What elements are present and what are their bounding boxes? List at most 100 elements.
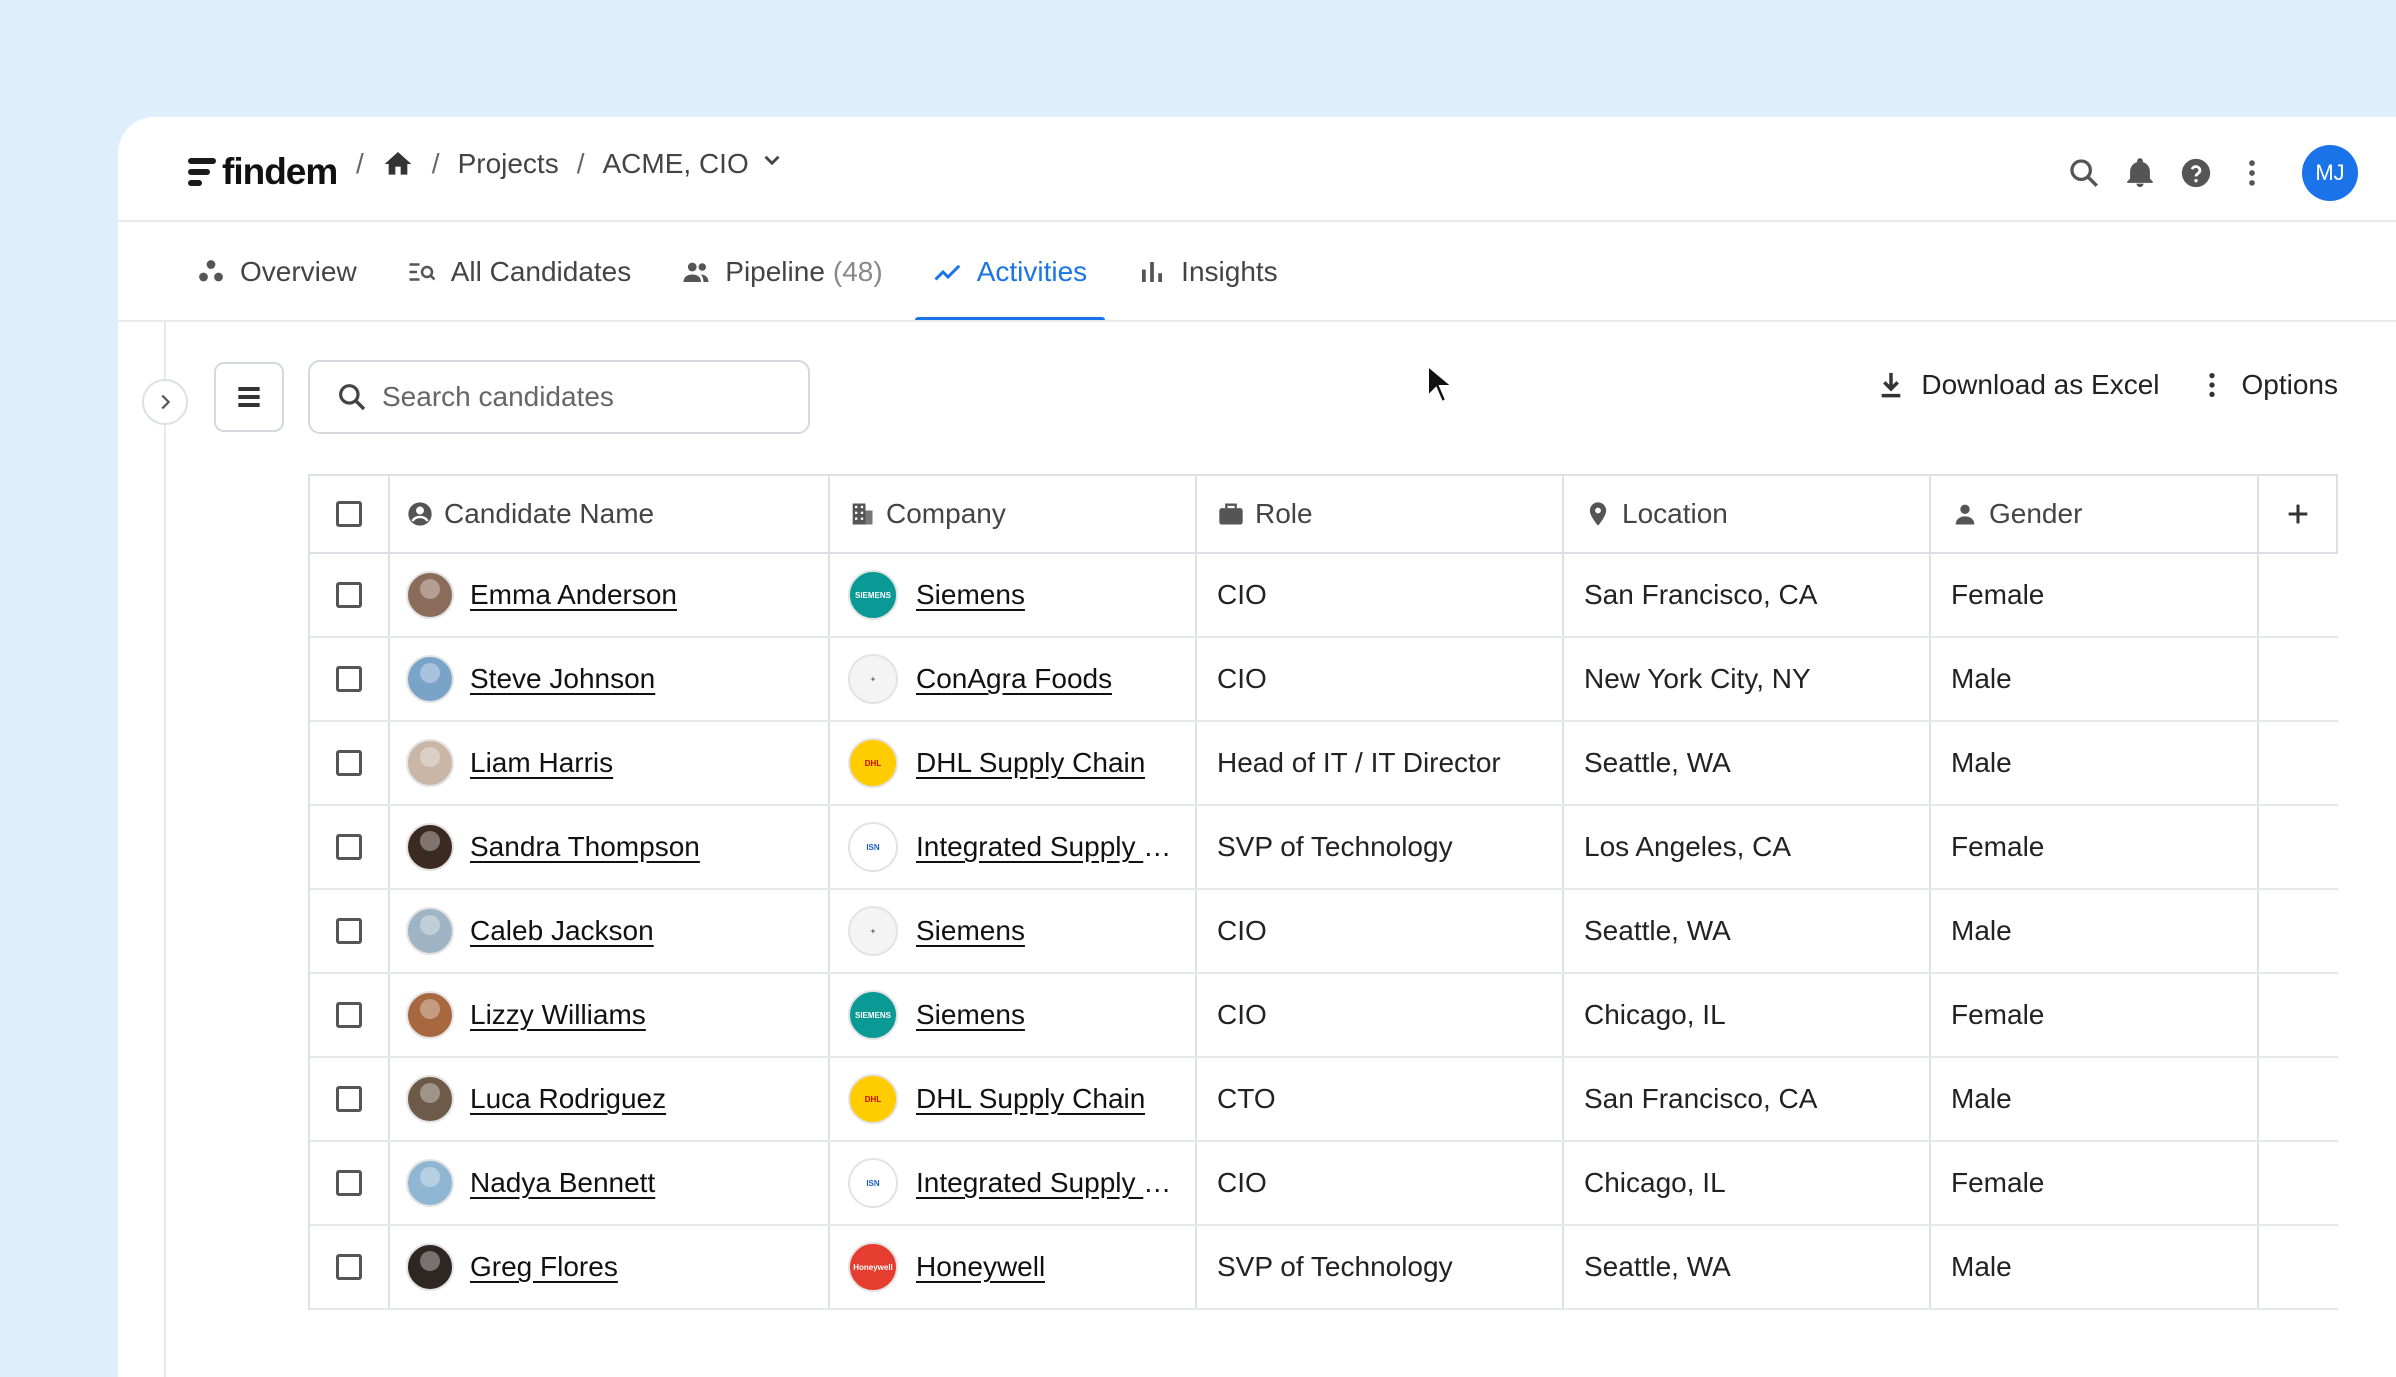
help-icon[interactable]: [2176, 153, 2216, 193]
conagra-logo-icon: ✦: [848, 654, 898, 704]
table-row[interactable]: Sandra Thompson ISN Integrated Supply N.…: [310, 806, 2338, 890]
candidate-name-link[interactable]: Liam Harris: [470, 747, 614, 778]
company-cell: DHL DHL Supply Chain: [830, 1058, 1197, 1140]
row-spacer-cell: [2259, 1142, 2338, 1224]
app-window: findem / / Projects / ACME, CIO: [118, 117, 2396, 1377]
columns-menu-button[interactable]: [214, 362, 284, 432]
chevron-down-icon[interactable]: [759, 147, 785, 180]
location-cell: San Francisco, CA: [1564, 1058, 1931, 1140]
table-row[interactable]: Caleb Jackson ✦ Siemens CIO Seattle, WA …: [310, 890, 2338, 974]
candidate-avatar: [406, 1075, 454, 1123]
siemens-logo-icon: SIEMENS: [848, 990, 898, 1040]
row-select-cell: [310, 638, 390, 720]
row-checkbox[interactable]: [336, 582, 362, 608]
row-checkbox[interactable]: [336, 666, 362, 692]
location-cell: Seattle, WA: [1564, 722, 1931, 804]
gender-cell: Male: [1931, 638, 2259, 720]
options-button[interactable]: Options: [2196, 369, 2338, 401]
row-checkbox[interactable]: [336, 918, 362, 944]
row-checkbox[interactable]: [336, 1002, 362, 1028]
row-spacer-cell: [2259, 722, 2338, 804]
company-cell: ✦ ConAgra Foods: [830, 638, 1197, 720]
table-row[interactable]: Liam Harris DHL DHL Supply Chain Head of…: [310, 722, 2338, 806]
role-cell: CIO: [1197, 554, 1564, 636]
tab-label: Overview: [240, 256, 357, 287]
row-checkbox[interactable]: [336, 1086, 362, 1112]
row-checkbox[interactable]: [336, 1254, 362, 1280]
isn-logo-icon: ISN: [848, 822, 898, 872]
company-link[interactable]: Integrated Supply N...: [916, 831, 1186, 862]
tab-overview[interactable]: Overview: [178, 222, 375, 322]
row-checkbox[interactable]: [336, 834, 362, 860]
row-select-cell: [310, 1226, 390, 1308]
candidate-name-cell: Steve Johnson: [390, 638, 830, 720]
candidate-name-link[interactable]: Steve Johnson: [470, 663, 656, 694]
row-checkbox[interactable]: [336, 750, 362, 776]
candidate-name-link[interactable]: Caleb Jackson: [470, 915, 654, 946]
table-row[interactable]: Lizzy Williams SIEMENS Siemens CIO Chica…: [310, 974, 2338, 1058]
table-row[interactable]: Luca Rodriguez DHL DHL Supply Chain CTO …: [310, 1058, 2338, 1142]
role-cell: CIO: [1197, 1142, 1564, 1224]
header-candidate-name[interactable]: Candidate Name: [390, 476, 830, 552]
company-link[interactable]: Siemens: [916, 999, 1025, 1030]
select-all-checkbox[interactable]: [336, 501, 362, 527]
search-input[interactable]: [382, 381, 782, 413]
location-cell: Seattle, WA: [1564, 1226, 1931, 1308]
home-icon[interactable]: [382, 148, 414, 180]
table-row[interactable]: Nadya Bennett ISN Integrated Supply N...…: [310, 1142, 2338, 1226]
company-cell: Honeywell Honeywell: [830, 1226, 1197, 1308]
people-group-icon: [199, 260, 223, 282]
more-vertical-icon[interactable]: [2232, 153, 2272, 193]
candidate-name-cell: Caleb Jackson: [390, 890, 830, 972]
header-gender[interactable]: Gender: [1931, 476, 2259, 552]
add-column-button[interactable]: [2259, 476, 2338, 552]
findem-logo[interactable]: findem: [188, 151, 338, 193]
expand-sidebar-button[interactable]: [142, 379, 188, 425]
company-link[interactable]: Honeywell: [916, 1251, 1046, 1282]
tab-insights[interactable]: Insights: [1119, 222, 1296, 322]
company-link[interactable]: Siemens: [916, 579, 1025, 610]
header-label: Role: [1255, 498, 1313, 529]
candidate-name-cell: Liam Harris: [390, 722, 830, 804]
tab-activities[interactable]: Activities: [914, 222, 1106, 322]
company-cell: DHL DHL Supply Chain: [830, 722, 1197, 804]
candidate-name-link[interactable]: Luca Rodriguez: [470, 1083, 667, 1114]
candidate-name-link[interactable]: Lizzy Williams: [470, 999, 646, 1030]
people-icon: [683, 262, 709, 282]
bell-icon[interactable]: [2120, 153, 2160, 193]
search-box[interactable]: [308, 360, 810, 434]
table-row[interactable]: Steve Johnson ✦ ConAgra Foods CIO New Yo…: [310, 638, 2338, 722]
candidate-name-link[interactable]: Greg Flores: [470, 1251, 618, 1282]
bar-chart-icon: [1142, 262, 1163, 282]
table-row[interactable]: Emma Anderson SIEMENS Siemens CIO San Fr…: [310, 554, 2338, 638]
tab-pipeline[interactable]: Pipeline (48): [663, 222, 900, 322]
breadcrumb-current-project[interactable]: ACME, CIO: [602, 147, 749, 179]
search-icon[interactable]: [2064, 153, 2104, 193]
candidate-name-link[interactable]: Sandra Thompson: [470, 831, 700, 862]
download-excel-button[interactable]: Download as Excel: [1875, 369, 2160, 401]
table-header-row: Candidate Name Company Role Location Gen…: [310, 476, 2338, 554]
header-role[interactable]: Role: [1197, 476, 1564, 552]
table-row[interactable]: Greg Flores Honeywell Honeywell SVP of T…: [310, 1226, 2338, 1310]
search-icon: [339, 384, 366, 411]
company-link[interactable]: Siemens: [916, 915, 1025, 946]
header-label: Candidate Name: [444, 498, 655, 529]
header-label: Gender: [1989, 498, 2083, 529]
candidate-name-link[interactable]: Nadya Bennett: [470, 1167, 656, 1198]
company-link[interactable]: DHL Supply Chain: [916, 1083, 1146, 1114]
row-checkbox[interactable]: [336, 1170, 362, 1196]
account-circle-icon: [408, 502, 432, 526]
tab-all-candidates[interactable]: All Candidates: [389, 222, 650, 322]
company-link[interactable]: Integrated Supply N...: [916, 1167, 1186, 1198]
tab-label: Activities: [976, 256, 1088, 287]
candidate-name-link[interactable]: Emma Anderson: [470, 579, 677, 610]
company-link[interactable]: ConAgra Foods: [916, 663, 1113, 694]
breadcrumb-projects-link[interactable]: Projects: [457, 147, 559, 179]
header-company[interactable]: Company: [830, 476, 1197, 552]
gender-cell: Female: [1931, 806, 2259, 888]
select-all-cell: [310, 476, 390, 552]
user-avatar[interactable]: MJ: [2302, 145, 2358, 201]
company-link[interactable]: DHL Supply Chain: [916, 747, 1146, 778]
header-location[interactable]: Location: [1564, 476, 1931, 552]
row-select-cell: [310, 1142, 390, 1224]
